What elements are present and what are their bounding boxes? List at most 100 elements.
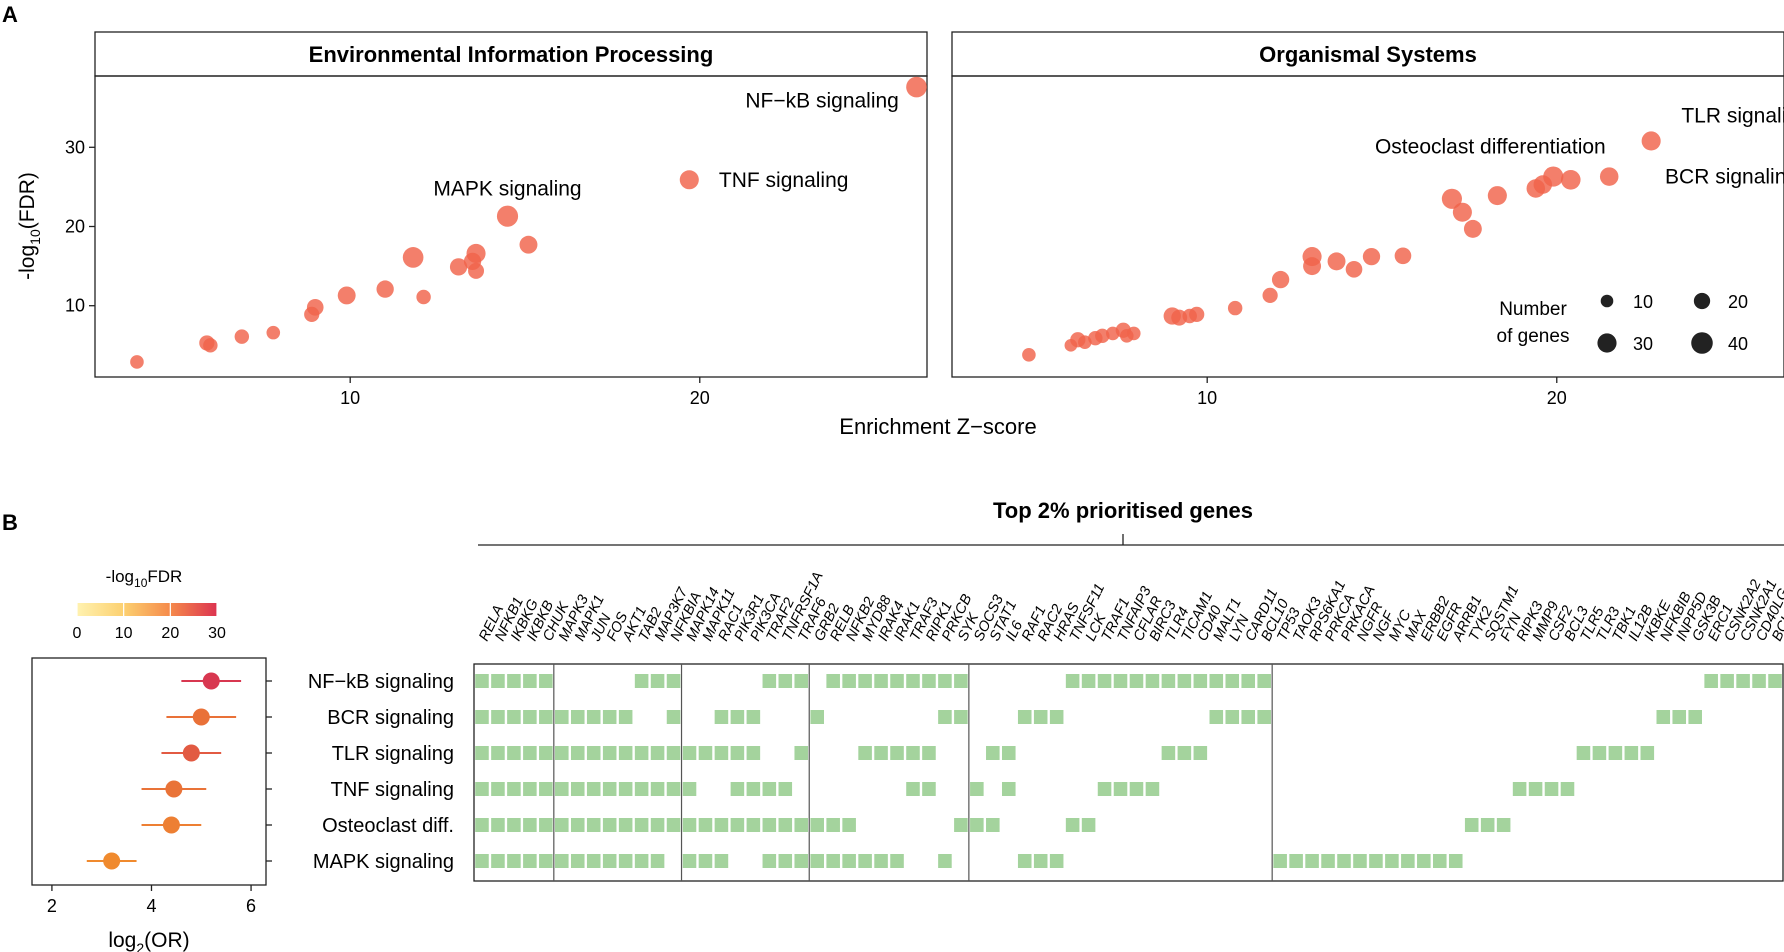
gene-cell — [523, 818, 537, 832]
gene-cell — [539, 818, 553, 832]
gene-cell — [1065, 818, 1080, 832]
forest-x-tick-label: 6 — [246, 896, 256, 916]
gene-cell — [858, 854, 872, 868]
gene-cell — [922, 746, 936, 760]
pathway-row-label: BCR signaling — [327, 707, 454, 729]
scatter-point — [468, 262, 485, 279]
gene-cell — [954, 710, 968, 724]
gene-cell — [746, 710, 761, 724]
gene-cell — [1496, 818, 1511, 832]
gene-cell — [1129, 782, 1144, 796]
gene-cell — [555, 818, 569, 832]
gene-cell — [602, 782, 617, 796]
gene-cell — [922, 782, 936, 796]
gene-cell — [1401, 854, 1415, 868]
gene-cell — [682, 746, 697, 760]
y-tick-label: 10 — [65, 296, 85, 316]
gene-cell — [746, 818, 761, 832]
gene-cell — [954, 674, 968, 688]
gene-cell — [618, 818, 633, 832]
gene-cell — [570, 854, 585, 868]
gene-cell — [794, 818, 809, 832]
panel-b-label: B — [2, 510, 18, 535]
gene-cell — [602, 818, 617, 832]
gene-cell — [730, 746, 745, 760]
size-legend-value: 10 — [1633, 292, 1653, 312]
gene-cell — [906, 746, 920, 760]
scatter-point — [1303, 257, 1322, 276]
gene-cell — [762, 854, 777, 868]
gene-cell — [842, 674, 856, 688]
gene-cell — [555, 746, 569, 760]
gene-cell — [491, 854, 505, 868]
point-label: MAPK signaling — [433, 177, 581, 200]
gene-cell — [650, 746, 665, 760]
scatter-chart: Environmental Information Processing 10 2… — [16, 31, 1784, 439]
pathway-row-label: TNF signaling — [331, 779, 454, 801]
gene-cell — [938, 854, 952, 868]
size-legend-value: 40 — [1728, 334, 1748, 354]
forest-plot: -log10FDR 0 10 20 30 log2(OR) 2 4 6 NF−kB sign… — [31, 567, 454, 952]
gene-cell — [618, 746, 633, 760]
scatter-point — [1271, 270, 1290, 289]
gene-cell — [1305, 854, 1319, 868]
x-tick-label: 10 — [340, 388, 360, 408]
gene-cell — [1640, 746, 1655, 760]
gene-cell — [602, 746, 617, 760]
gene-cell — [1113, 674, 1128, 688]
gene-cell — [1385, 854, 1399, 868]
x-tick-label: 20 — [1547, 388, 1567, 408]
size-legend-value: 30 — [1633, 334, 1653, 354]
gene-cell — [762, 674, 777, 688]
gene-cell — [1592, 746, 1607, 760]
size-legend-circle — [1691, 332, 1713, 354]
gene-cell — [1704, 674, 1718, 688]
gene-cell — [539, 746, 553, 760]
scatter-point — [416, 289, 431, 305]
gene-cell — [475, 854, 489, 868]
scatter-point — [1543, 166, 1564, 187]
scatter-point — [1095, 328, 1110, 344]
gene-cell — [507, 710, 521, 724]
size-legend-circle — [1693, 292, 1711, 310]
gene-cell — [1608, 746, 1623, 760]
point-label: TLR signaling — [1681, 105, 1784, 128]
size-legend-circle — [1597, 333, 1617, 353]
gene-cell — [586, 746, 601, 760]
forest-point — [103, 852, 121, 870]
scatter-point — [1641, 131, 1661, 151]
gene-cell — [666, 710, 681, 724]
gene-cell — [874, 854, 888, 868]
gene-cell — [491, 818, 505, 832]
gene-matrix-title: Top 2% prioritised genes — [993, 498, 1253, 523]
gene-cell — [1736, 674, 1750, 688]
gene-cell — [1065, 674, 1080, 688]
gene-cell — [954, 818, 968, 832]
gene-cell — [794, 746, 809, 760]
panel-strip — [951, 31, 1784, 77]
gene-cell — [1544, 782, 1559, 796]
gene-cell — [1656, 710, 1671, 724]
gene-cell — [1560, 782, 1575, 796]
gene-cell — [714, 746, 729, 760]
gene-matrix-frame — [473, 663, 1784, 882]
scatter-point — [402, 247, 424, 268]
gene-cell — [555, 710, 569, 724]
gene-cell — [858, 746, 872, 760]
gene-cell — [1145, 782, 1160, 796]
gene-cell — [1145, 674, 1160, 688]
gene-cell — [523, 782, 537, 796]
gene-cell — [906, 674, 920, 688]
gene-cell — [1720, 674, 1734, 688]
gene-cell — [1257, 674, 1271, 688]
gene-cell — [1193, 674, 1208, 688]
gene-cell — [666, 746, 681, 760]
gene-cell — [507, 782, 521, 796]
gene-cell — [650, 854, 665, 868]
gene-cell — [475, 782, 489, 796]
gene-cell — [1688, 710, 1702, 724]
gene-cell — [1321, 854, 1335, 868]
gene-cell — [491, 746, 505, 760]
gene-cell — [842, 854, 856, 868]
scatter-point — [337, 286, 356, 305]
